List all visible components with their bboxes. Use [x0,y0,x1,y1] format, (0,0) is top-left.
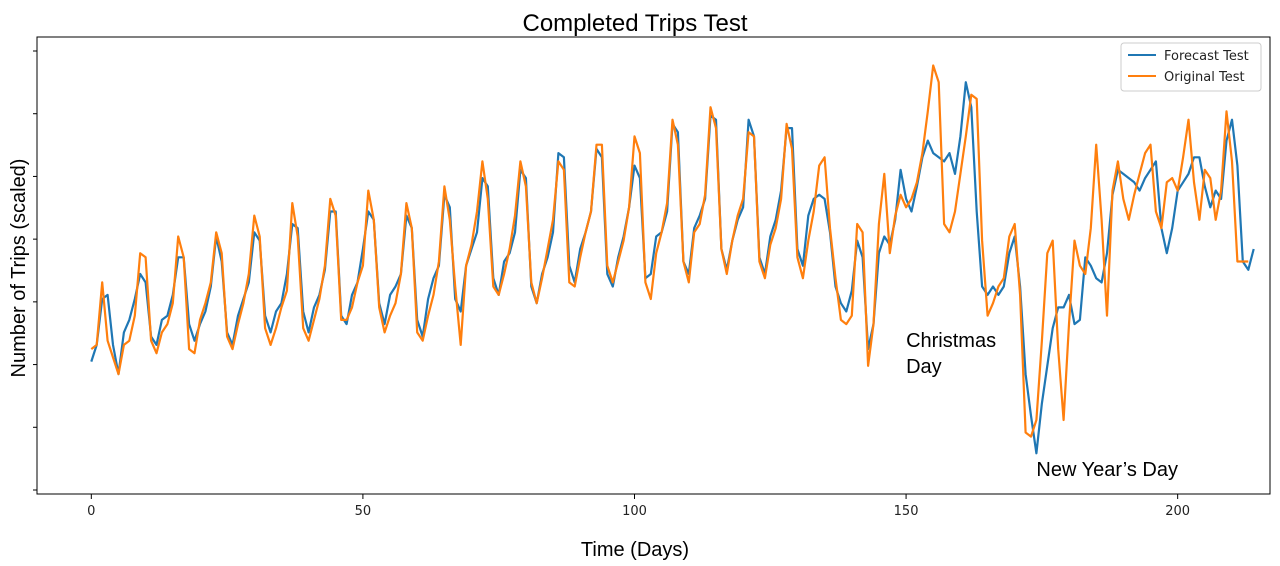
legend: Forecast Test Original Test [1120,42,1262,92]
y-axis-ticks [33,50,37,491]
x-axis-ticks: 0 50 100 150 200 [87,494,1190,519]
legend-label-original: Original Test [1164,70,1245,85]
annotation-text: Day [906,356,942,378]
x-tick-label: 0 [87,504,95,519]
x-axis-label: Time (Days) [581,539,689,561]
annotation-text: New Year’s Day [1036,459,1178,481]
series-line-forecast-test [90,81,1255,455]
legend-label-forecast: Forecast Test [1164,49,1249,64]
x-tick-label: 100 [622,504,647,519]
y-axis-label: Number of Trips (scaled) [8,159,30,378]
x-tick-label: 150 [894,504,919,519]
x-tick-label: 200 [1165,504,1190,519]
annotations: Christmas Day New Year’s Day [906,330,1178,481]
plot-frame [36,36,1271,495]
x-tick-label: 50 [355,504,372,519]
series-line-original-test [90,64,1249,438]
chart-title: Completed Trips Test [523,10,748,37]
annotation-text: Christmas [906,330,996,352]
series-layer [90,64,1255,455]
